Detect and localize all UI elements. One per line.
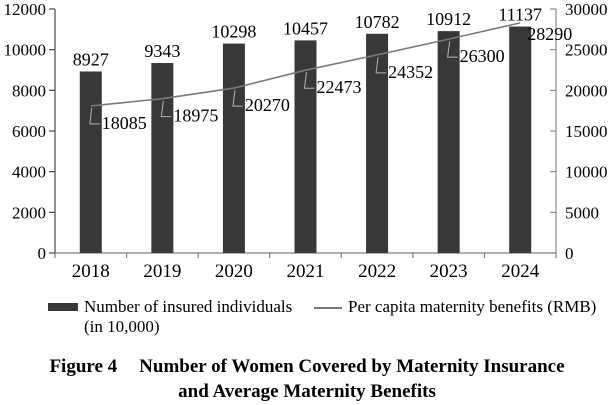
x-category-label: 2020 xyxy=(215,261,253,282)
label-leader-line xyxy=(303,72,315,89)
left-tick-label: 0 xyxy=(38,244,47,263)
figure-title-part2: and Average Maternity Benefits xyxy=(178,381,436,402)
bar-2023 xyxy=(437,31,460,254)
bar-value-label: 10912 xyxy=(426,9,471,29)
figure-number: Figure 4 xyxy=(49,356,118,377)
bar-value-label: 10457 xyxy=(283,18,328,38)
x-axis-ticks: 2018 2019 2020 2021 2022 2023 2024 xyxy=(54,253,557,282)
bar-2022 xyxy=(366,33,389,254)
right-tick-label: 15000 xyxy=(565,122,608,141)
legend-label-insured: Number of insured individuals (in 10,000) xyxy=(84,297,292,337)
maternity-insurance-chart: 0 2000 4000 6000 8000 10000 12000 0 5000 10000 150… xyxy=(4,0,608,282)
bar-value-label: 10298 xyxy=(211,22,256,42)
line-value-label: 18975 xyxy=(173,106,218,126)
bar-value-label: 9343 xyxy=(144,41,180,61)
x-category-label: 2018 xyxy=(72,261,110,282)
bar-2021 xyxy=(294,40,317,254)
right-tick-label: 0 xyxy=(565,244,574,263)
left-axis-ticks: 0 2000 4000 6000 8000 10000 12000 xyxy=(4,0,55,263)
x-category-label: 2022 xyxy=(358,261,396,282)
label-leader-line xyxy=(232,90,243,107)
line-value-label: 26300 xyxy=(460,46,505,66)
line-value-label: 28290 xyxy=(527,24,572,44)
left-tick-label: 12000 xyxy=(4,0,47,19)
legend-label-benefits: Per capita maternity benefits (RMB) xyxy=(348,297,596,317)
label-leader-line xyxy=(160,100,172,118)
left-tick-label: 2000 xyxy=(12,203,46,222)
x-category-label: 2019 xyxy=(143,261,181,282)
bar-value-label: 8927 xyxy=(73,49,109,69)
x-category-label: 2024 xyxy=(501,261,540,282)
right-tick-label: 5000 xyxy=(565,203,599,222)
right-tick-label: 10000 xyxy=(565,163,608,182)
left-tick-label: 8000 xyxy=(12,81,46,100)
bar-value-label: 11137 xyxy=(498,5,542,25)
left-tick-label: 4000 xyxy=(12,163,46,182)
line-series-swatch-icon xyxy=(314,307,342,309)
line-value-labels: 18085 18975 20270 22473 24352 26300 28290 xyxy=(89,24,572,133)
benefits-line xyxy=(90,22,521,107)
right-axis-ticks: 0 5000 10000 15000 20000 25000 30000 xyxy=(550,0,608,263)
x-category-label: 2021 xyxy=(287,261,325,282)
bar-2024 xyxy=(509,26,532,253)
legend-label-insured-line1: Number of insured individuals xyxy=(84,297,293,316)
line-value-label: 18085 xyxy=(102,113,147,133)
label-leader-line xyxy=(89,107,100,125)
bar-2019 xyxy=(151,63,174,253)
legend-label-insured-line2: (in 10,000) xyxy=(84,317,160,336)
bar-2018 xyxy=(79,71,102,253)
legend-label-benefits-text: Per capita maternity benefits (RMB) xyxy=(348,297,597,316)
bar-value-label: 10782 xyxy=(355,12,400,32)
bar-series-swatch-icon xyxy=(48,303,78,311)
label-leader-line xyxy=(447,41,458,58)
figure-caption: Figure 4 Number of Women Covered by Mater… xyxy=(0,354,614,404)
line-value-label: 24352 xyxy=(388,62,433,82)
line-value-label: 20270 xyxy=(245,95,290,115)
right-tick-label: 25000 xyxy=(565,41,608,60)
bar-2020 xyxy=(222,43,245,254)
figure-title-part1: Number of Women Covered by Maternity Ins… xyxy=(139,356,565,377)
label-leader-line xyxy=(375,56,387,74)
right-tick-label: 30000 xyxy=(565,0,608,19)
legend-item-per-capita-benefits: Per capita maternity benefits (RMB) xyxy=(314,297,596,317)
bar-value-labels: 8927 9343 10298 10457 10782 10912 11137 xyxy=(73,5,542,70)
legend-item-insured-individuals: Number of insured individuals (in 10,000) xyxy=(48,297,292,337)
right-tick-label: 20000 xyxy=(565,81,608,100)
left-tick-label: 6000 xyxy=(12,122,46,141)
x-category-label: 2023 xyxy=(430,261,468,282)
line-value-label: 22473 xyxy=(317,77,362,97)
left-tick-label: 10000 xyxy=(4,41,47,60)
insured-bars xyxy=(79,26,532,254)
figure-caption-line1: Figure 4 Number of Women Covered by Mater… xyxy=(0,354,614,379)
